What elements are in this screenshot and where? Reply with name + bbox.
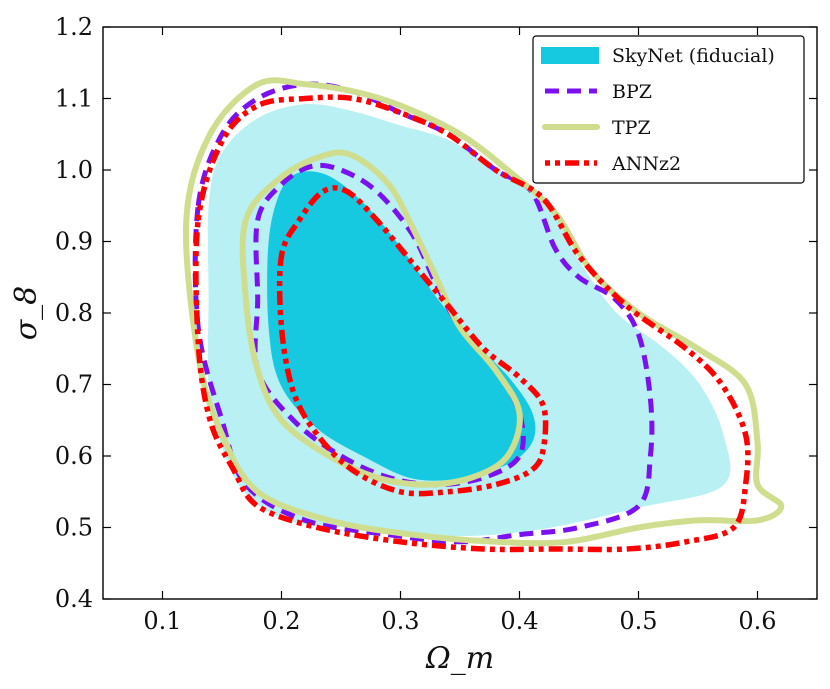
- y-tick-label: 0.8: [55, 299, 93, 327]
- annz2-legend-label: ANNz2: [611, 153, 681, 175]
- x-tick-label: 0.2: [262, 607, 300, 635]
- legend-box: [532, 35, 805, 184]
- y-tick-label: 0.9: [55, 228, 93, 256]
- bpz-legend-label: BPZ: [612, 81, 652, 103]
- skynet-legend-swatch: [541, 47, 599, 64]
- x-tick-label: 0.5: [619, 607, 657, 635]
- y-tick-label: 0.7: [55, 371, 93, 399]
- tpz-outer-contour: [183, 77, 785, 547]
- contours-layer: [183, 77, 785, 553]
- y-tick-label: 1.0: [55, 156, 93, 184]
- y-axis-title: σ_8: [9, 286, 44, 341]
- x-tick-label: 0.3: [381, 607, 419, 635]
- y-tick-label: 0.4: [55, 585, 93, 613]
- x-tick-label: 0.6: [738, 607, 776, 635]
- legend: SkyNet (fiducial) BPZ TPZ ANNz2: [532, 35, 805, 184]
- y-axis: 0.4 0.5 0.6 0.7 0.8 0.9 1.0 1.1 1.2: [55, 13, 817, 613]
- annz2-inner-contour: [276, 185, 549, 497]
- x-tick-label: 0.1: [143, 607, 181, 635]
- x-tick-label: 0.4: [500, 607, 538, 635]
- tpz-legend-label: TPZ: [612, 117, 651, 139]
- x-axis: 0.1 0.2 0.3 0.4 0.5 0.6: [143, 27, 777, 635]
- y-tick-label: 0.6: [55, 442, 93, 470]
- y-tick-label: 1.2: [55, 13, 93, 41]
- annz2-outer-contour: [193, 94, 751, 553]
- y-tick-label: 0.5: [55, 514, 93, 542]
- y-tick-label: 1.1: [55, 85, 93, 113]
- skynet-inner-contour: [267, 171, 536, 481]
- bpz-inner-contour: [252, 162, 526, 488]
- x-axis-title: Ω_m: [425, 641, 494, 676]
- skynet-legend-label: SkyNet (fiducial): [612, 45, 775, 67]
- tpz-inner-contour: [239, 149, 523, 488]
